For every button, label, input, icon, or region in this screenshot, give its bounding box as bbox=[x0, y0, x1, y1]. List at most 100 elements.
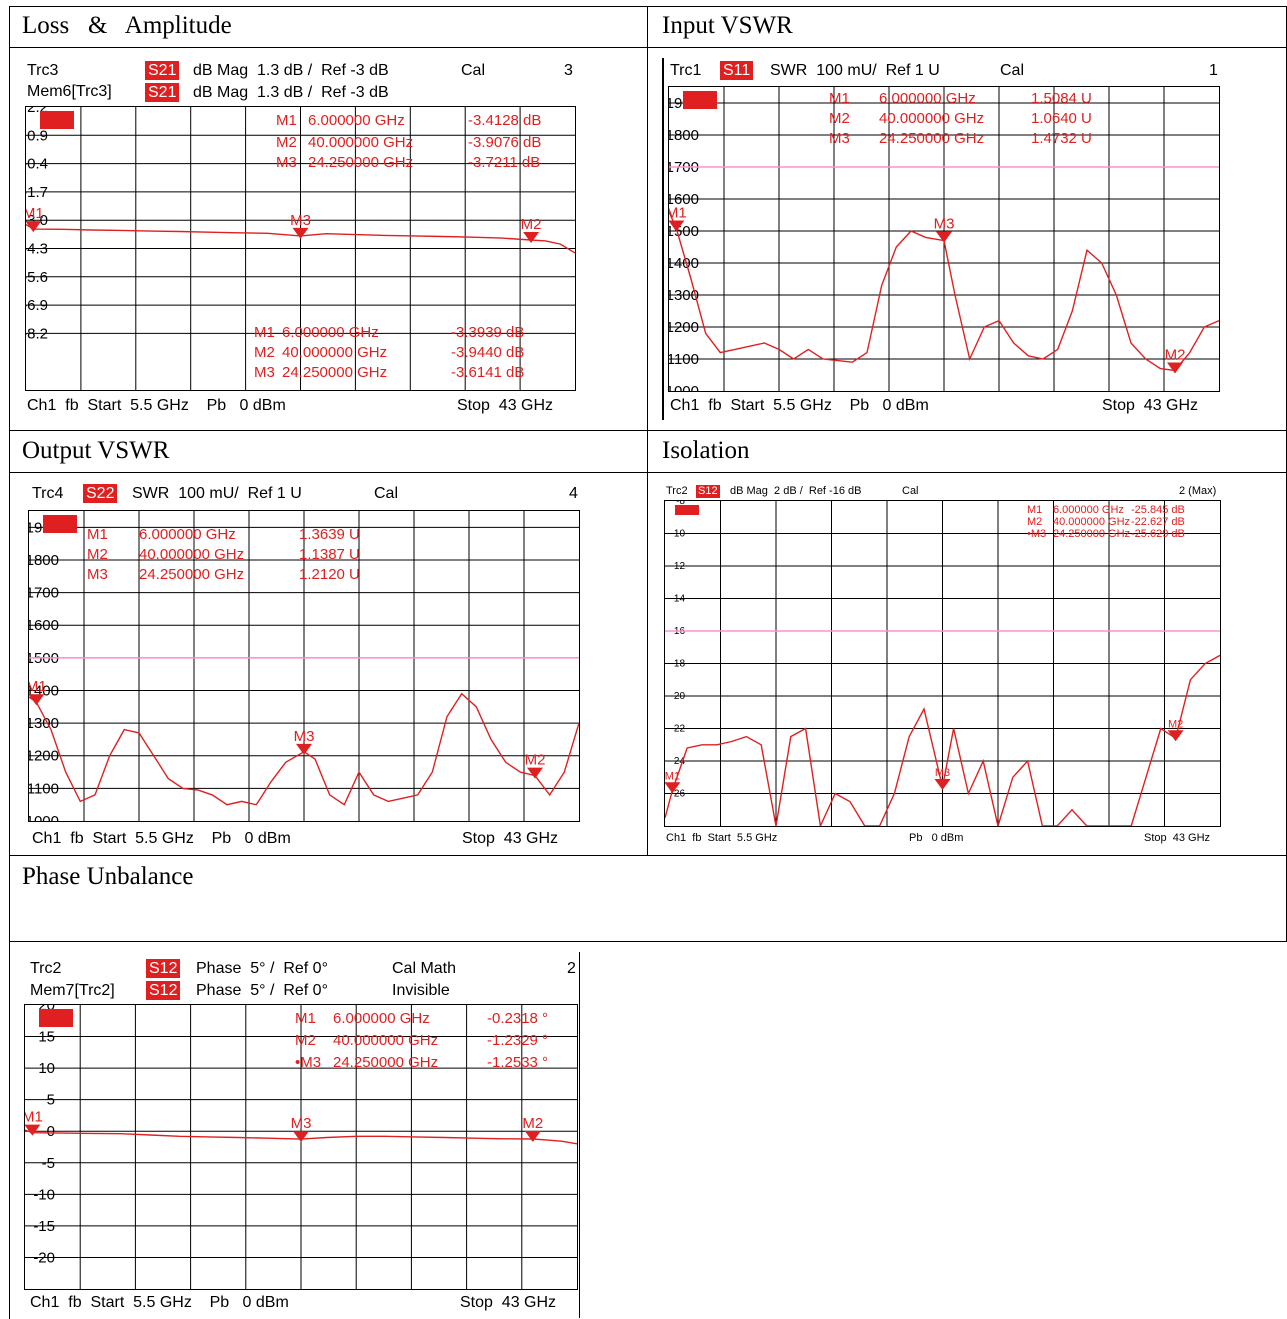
y-tick-label: -5 bbox=[42, 1155, 55, 1172]
trace-S12 bbox=[665, 654, 1220, 826]
loss-marker-readout: 24.250000 GHz bbox=[308, 154, 413, 171]
phase-svg: 20151050-5-10-15-20M1M2M3M16.000000 GHz-… bbox=[25, 1005, 577, 1289]
marker-M3-triangle bbox=[296, 743, 312, 755]
loss-panel: Trc3 S21 dB Mag 1.3 dB / Ref -3 dB Cal 3… bbox=[22, 58, 584, 420]
input_vswr-marker-readout: M2 bbox=[829, 110, 850, 127]
phase-marker-readout: -0.2318 ° bbox=[487, 1010, 548, 1027]
output_vswr-marker-readout: 6.000000 GHz bbox=[139, 526, 236, 543]
loss-marker-readout: M1 bbox=[276, 112, 297, 129]
y-tick-label: 1200 bbox=[669, 319, 699, 336]
output_vswr-marker-readout: M2 bbox=[87, 546, 108, 563]
marker-M1-triangle bbox=[26, 221, 42, 233]
y-tick-label: 1600 bbox=[29, 617, 59, 634]
phase-footer-left: Ch1 fb Start 5.5 GHz Pb 0 dBm bbox=[30, 1294, 289, 1311]
isolation-footer-left: Ch1 fb Start 5.5 GHz bbox=[666, 832, 778, 844]
isolation-trace-num: 2 (Max) bbox=[1179, 485, 1217, 497]
marker-M2-triangle bbox=[1167, 362, 1183, 374]
marker-M3-label: M3 bbox=[294, 728, 315, 745]
trace-S21 bbox=[26, 224, 575, 254]
plot-param-tag-bg bbox=[675, 505, 699, 515]
input_vswr-marker-readout: 6.000000 GHz bbox=[879, 90, 976, 107]
phase-mem-param-tag: S12 bbox=[146, 981, 181, 1000]
y-tick-label: 10 bbox=[38, 1060, 55, 1077]
output-trace-num: 4 bbox=[569, 485, 578, 502]
y-tick-label: -1.7 bbox=[26, 184, 48, 201]
y-tick-label: 1000 bbox=[669, 383, 699, 391]
y-tick-label: -12 bbox=[671, 561, 686, 572]
y-tick-label: -0.4 bbox=[26, 156, 48, 173]
marker-M3-triangle bbox=[934, 779, 951, 790]
y-tick-label: -18 bbox=[671, 659, 686, 670]
loss-mem-marker-readout: -3.3939 dB bbox=[451, 324, 524, 341]
phase-format: Phase 5° / Ref 0° bbox=[196, 960, 328, 977]
y-tick-label: -8 bbox=[676, 501, 685, 507]
title-input-vswr: Input VSWR bbox=[662, 12, 793, 39]
isolation-plot-area: -8 -10 -12 -14 -16 -18 -20 -22 -24 -26 M1 M2 M3 M1 6.0… bbox=[664, 500, 1221, 827]
loss-marker-readout: 6.000000 GHz bbox=[308, 112, 405, 129]
output-plot-area: 1900180017001600150014001300120011001000… bbox=[28, 510, 580, 822]
phase-marker-readout: •M3 bbox=[295, 1054, 321, 1071]
y-tick-label: -24 bbox=[671, 756, 686, 767]
y-tick-label: 2.2 bbox=[27, 107, 48, 116]
y-tick-label: 1300 bbox=[669, 287, 699, 304]
y-tick-label: -20 bbox=[33, 1249, 55, 1266]
phase-trace-name: Trc2 bbox=[30, 960, 62, 977]
loss-mem-param-tag: S21 bbox=[145, 83, 180, 102]
input_vswr-marker-readout: 1.4732 U bbox=[1031, 130, 1092, 147]
phase-param-tag: S12 bbox=[146, 959, 181, 978]
marker-M3-triangle bbox=[936, 231, 952, 243]
loss-mem-marker-readout: M3 bbox=[254, 364, 275, 381]
loss-marker-readout: M3 bbox=[276, 154, 297, 171]
output-format: SWR 100 mU/ Ref 1 U bbox=[132, 485, 302, 502]
y-tick-label: -14 bbox=[671, 594, 686, 605]
loss-footer-right: Stop 43 GHz bbox=[457, 397, 554, 414]
table-border-left bbox=[9, 6, 10, 1319]
y-tick-label: 1000 bbox=[29, 813, 59, 821]
loss-marker-readout: -3.9076 dB bbox=[468, 134, 541, 151]
output-cal: Cal bbox=[374, 485, 399, 502]
y-tick-label: 1300 bbox=[29, 715, 59, 732]
input-trace-num: 1 bbox=[1209, 62, 1218, 79]
loss-trace-name: Trc3 bbox=[27, 62, 59, 79]
loss-marker-readout: -3.4128 dB bbox=[468, 112, 541, 129]
loss-format: dB Mag 1.3 dB / Ref -3 dB bbox=[193, 62, 389, 79]
loss-footer-left: Ch1 fb Start 5.5 GHz Pb 0 dBm bbox=[27, 397, 286, 414]
phase-marker-readout: M1 bbox=[295, 1010, 316, 1027]
marker-M1-label: M1 bbox=[669, 204, 687, 221]
y-tick-label: 1400 bbox=[669, 255, 699, 272]
marker-M1-triangle bbox=[669, 220, 685, 232]
table-divider bbox=[647, 6, 648, 855]
output-trace-name: Trc4 bbox=[32, 485, 64, 502]
isolation-marker-readout: -22.627 dB bbox=[1131, 516, 1185, 528]
isolation-marker-readout: M2 bbox=[1027, 516, 1042, 528]
marker-M1-label: M1 bbox=[29, 678, 47, 695]
loss-mem-marker-readout: -3.6141 dB bbox=[451, 364, 524, 381]
isolation-marker-readout: 24.250000 GHz bbox=[1053, 528, 1130, 540]
marker-M1-label: M1 bbox=[665, 770, 680, 782]
y-tick-label: -15 bbox=[33, 1218, 55, 1235]
loss-mem-marker-readout: 6.000000 GHz bbox=[282, 324, 379, 341]
output_vswr-marker-readout: 1.1387 U bbox=[299, 546, 360, 563]
y-tick-label: 5 bbox=[47, 1092, 55, 1109]
loss-svg: 2.20.9-0.4-1.7-3.0-4.3-5.6-6.9-8.2M1M2M3… bbox=[26, 107, 575, 390]
input_vswr-marker-readout: M1 bbox=[829, 90, 850, 107]
input_vswr-marker-readout: M3 bbox=[829, 130, 850, 147]
phase-marker-readout: 24.250000 GHz bbox=[333, 1054, 438, 1071]
phase-cal: Cal Math bbox=[392, 960, 457, 977]
isolation-cal: Cal bbox=[902, 485, 919, 497]
loss-cal: Cal bbox=[461, 62, 486, 79]
y-tick-label: 1200 bbox=[29, 748, 59, 765]
plot-param-tag-bg bbox=[40, 111, 74, 129]
input-cal: Cal bbox=[1000, 62, 1025, 79]
isolation-panel: Trc2 S12 dB Mag 2 dB / Ref -16 dB Cal 2 … bbox=[662, 482, 1224, 848]
marker-M2-triangle bbox=[527, 767, 543, 779]
y-tick-label: -4.3 bbox=[26, 241, 48, 258]
input-panel: Trc1 S11 SWR 100 mU/ Ref 1 U Cal 1 19001… bbox=[662, 58, 1222, 420]
loss-marker-readout: -3.7211 dB bbox=[468, 154, 540, 171]
isolation-marker-readout: •M3 bbox=[1027, 528, 1046, 540]
phase-marker-readout: -1.2329 ° bbox=[487, 1032, 548, 1049]
loss-plot-area: 2.20.9-0.4-1.7-3.0-4.3-5.6-6.9-8.2M1M2M3… bbox=[25, 106, 576, 391]
